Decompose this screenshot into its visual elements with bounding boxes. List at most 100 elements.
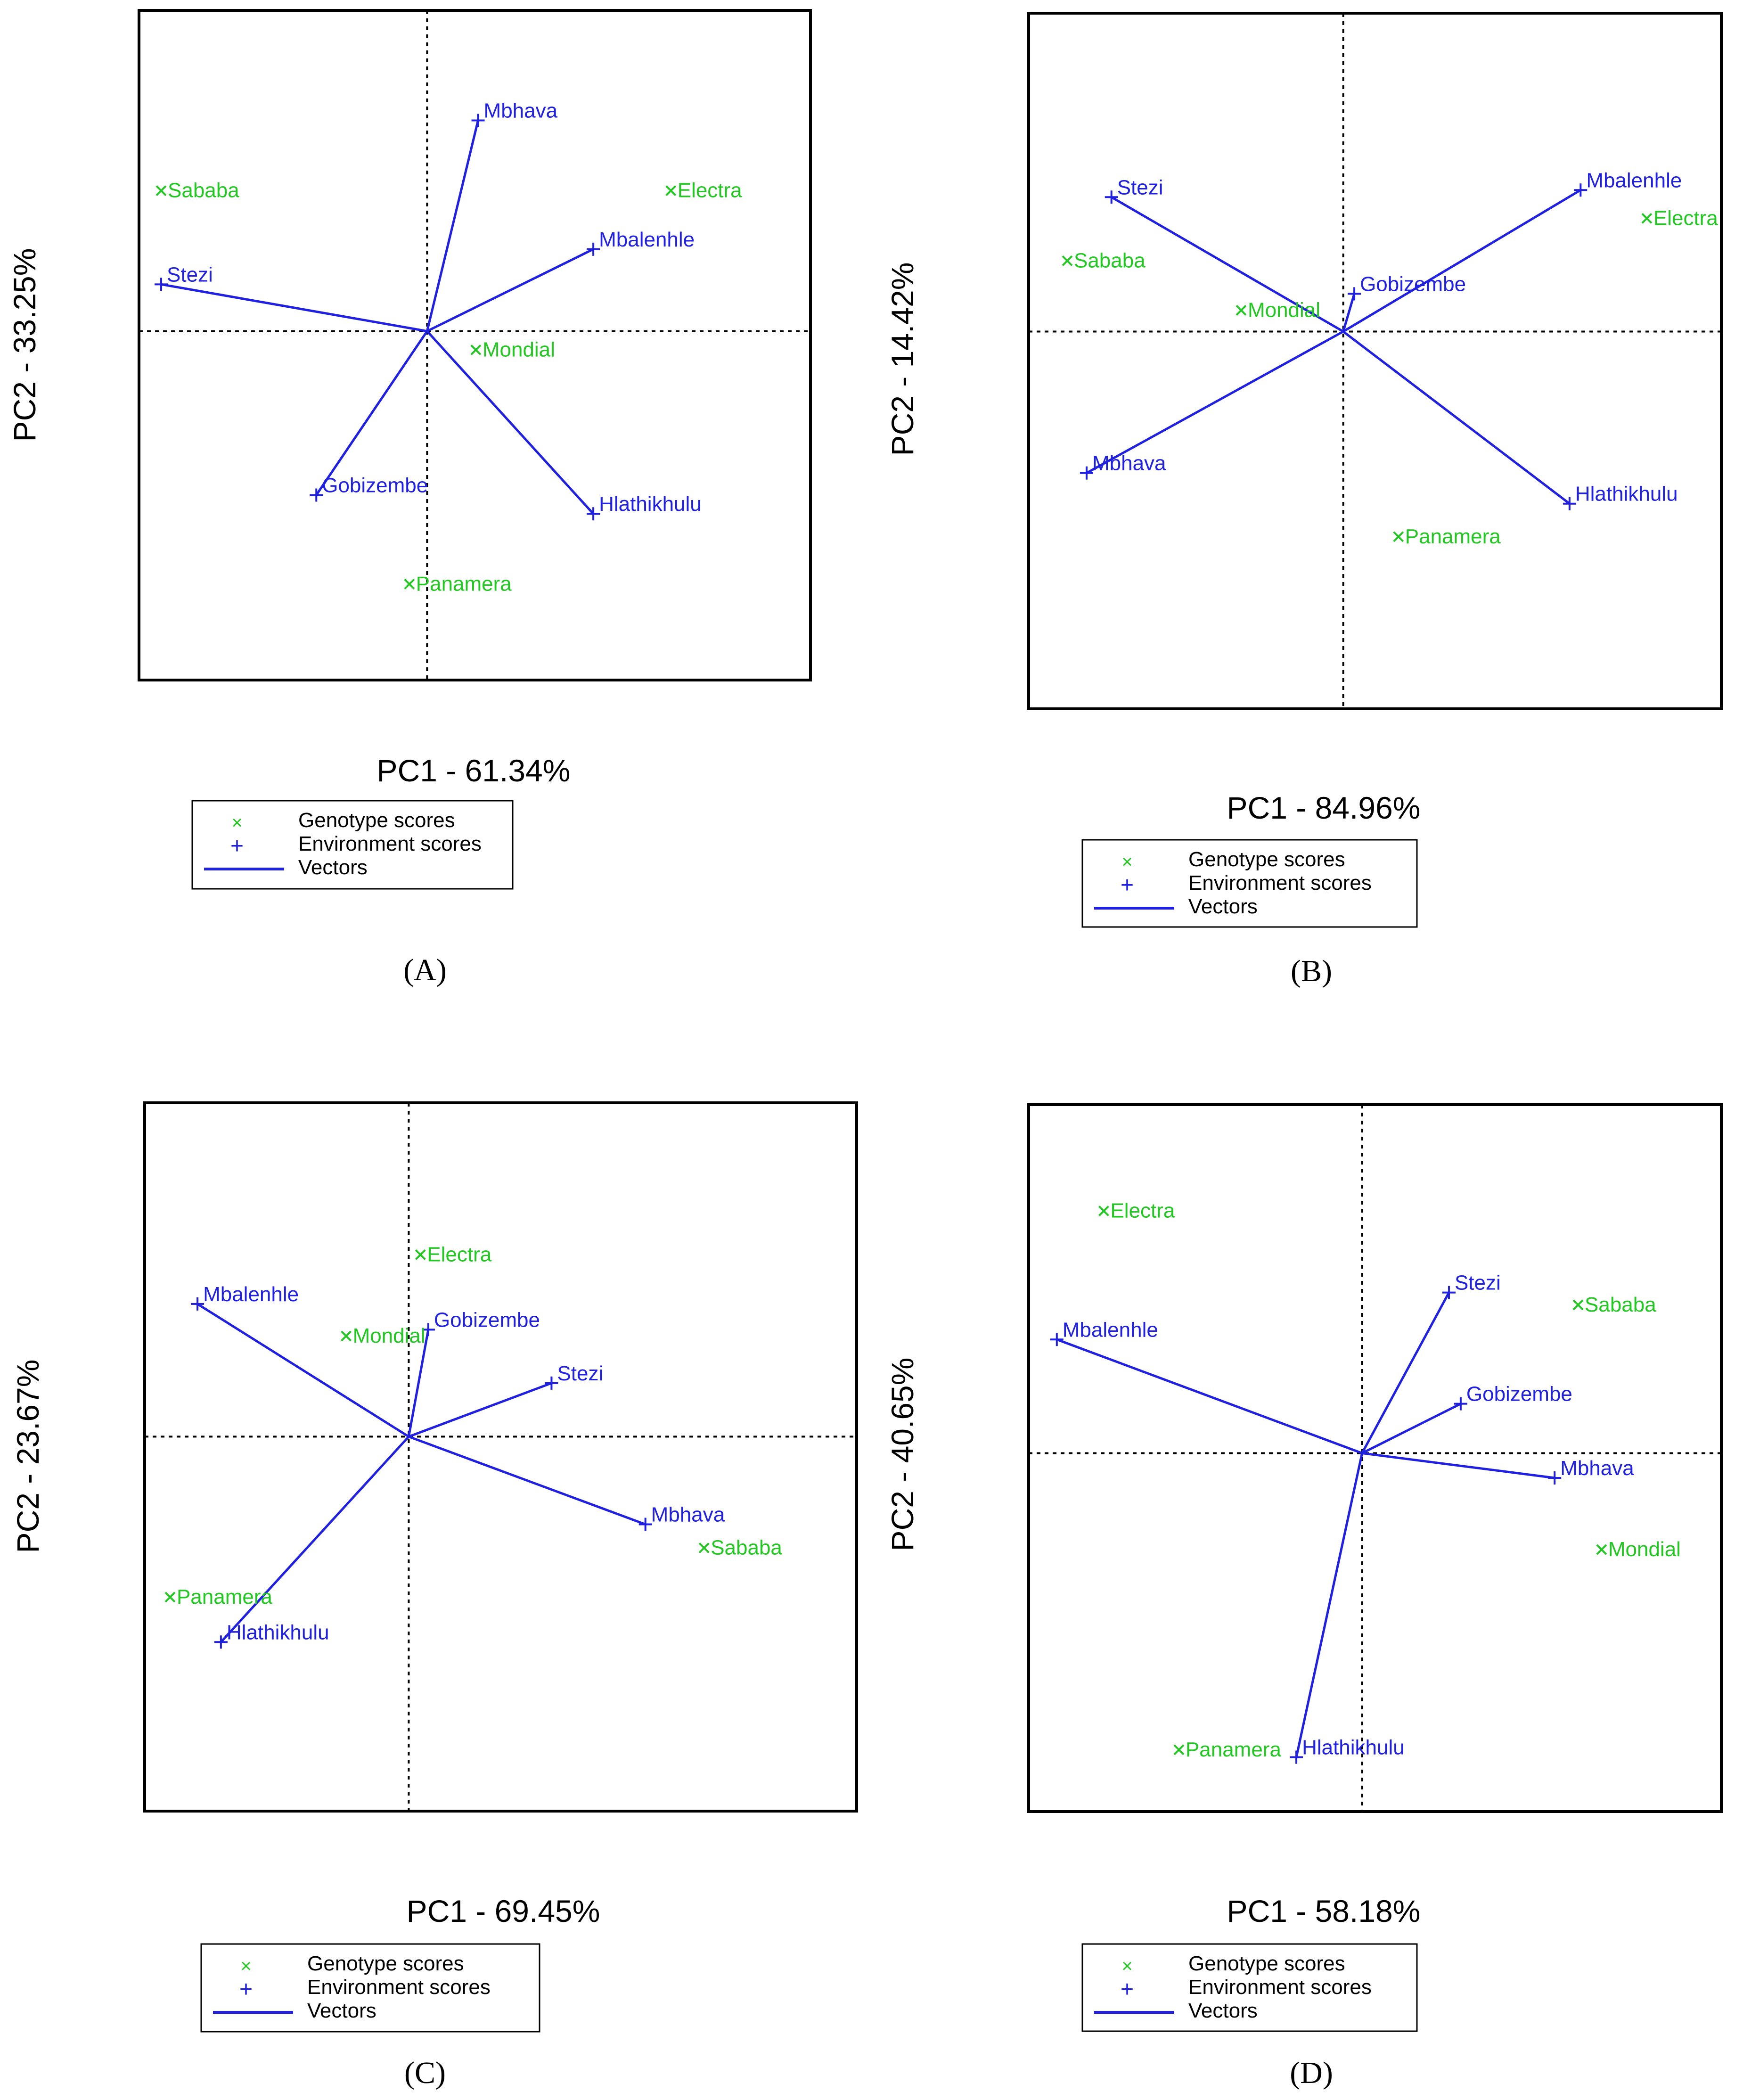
legend-box — [191, 800, 514, 890]
legend-genotype-symbol: × — [231, 812, 242, 833]
legend-vectors-text: Vectors — [1188, 895, 1258, 918]
environment-label: Hlathikhulu — [1575, 483, 1678, 506]
legend-vectors-text: Vectors — [307, 1999, 376, 2022]
environment-point-mbalenhle — [1574, 183, 1588, 197]
genotype-point-electra — [1641, 213, 1653, 224]
panel-c: Mbalenhle Gobizembe Stezi Mbhava Hlathikhulu… — [10, 1101, 858, 2090]
environment-label: Mbhava — [651, 1503, 725, 1526]
environment-point-stezi — [1105, 190, 1118, 204]
environment-point-mbhava — [1080, 466, 1093, 480]
legend-environment-text: Environment scores — [1188, 1976, 1372, 1999]
environment-point-gobizembe — [421, 1323, 435, 1337]
environment-point-mbalenhle — [587, 242, 600, 256]
genotype-label: Panamera — [1405, 525, 1501, 548]
legend-environment-symbol: + — [1121, 1977, 1134, 2002]
genotype-point-mondial — [341, 1330, 352, 1342]
environment-point-stezi — [545, 1376, 558, 1390]
vector-hlathikhulu — [426, 330, 594, 515]
panel-label: (A) — [403, 953, 447, 987]
environment-point-gobizembe — [310, 488, 323, 502]
y-axis-title: PC2 - 23.67% — [10, 1360, 45, 1553]
y-axis-title: PC2 - 40.65% — [885, 1358, 920, 1551]
vector-mbalenhle — [1342, 189, 1581, 333]
panel-label: (C) — [404, 2056, 446, 2090]
legend: × Genotype scores + Environment scoresVecto… — [200, 1943, 540, 2033]
genotype-point-sababa — [155, 185, 167, 196]
legend: × Genotype scores + Environment scoresVecto… — [1081, 1943, 1418, 2032]
environment-label: Mbhava — [1092, 452, 1166, 475]
genotype-point-panamera — [404, 578, 415, 590]
genotype-label: Electra — [427, 1243, 491, 1266]
environment-label: Stezi — [1455, 1271, 1501, 1295]
environment-point-stezi — [1442, 1286, 1456, 1299]
legend-box — [1081, 839, 1418, 928]
environment-label: Gobizembe — [434, 1308, 540, 1331]
environment-label: Mbalenhle — [203, 1283, 299, 1306]
genotype-point-electra — [665, 185, 677, 196]
environment-label: Mbalenhle — [1586, 169, 1682, 192]
legend-environment-text: Environment scores — [1188, 871, 1372, 894]
genotype-label: Electra — [678, 179, 742, 202]
vector-mbalenhle — [196, 1303, 409, 1438]
environment-point-hlathikhulu — [1290, 1750, 1303, 1764]
plot-frame — [1027, 1103, 1723, 1813]
vector-gobizembe — [315, 330, 428, 496]
plot-frame — [138, 9, 812, 681]
panel-label: (B) — [1291, 954, 1332, 988]
genotype-label: Sababa — [1585, 1293, 1656, 1316]
environment-label: Mbalenhle — [1063, 1318, 1158, 1341]
genotype-label: Sababa — [168, 179, 239, 202]
x-axis-title: PC1 - 69.45% — [407, 1894, 600, 1928]
vector-stezi — [161, 283, 427, 333]
genotype-point-panamera — [164, 1591, 176, 1603]
genotype-point-sababa — [1572, 1299, 1584, 1311]
genotype-label: Electra — [1110, 1199, 1175, 1222]
genotype-label: Panamera — [416, 572, 512, 595]
genotype-point-sababa — [1062, 255, 1073, 266]
vector-hlathikhulu — [1295, 1452, 1364, 1758]
legend-environment-symbol: + — [230, 834, 244, 859]
genotype-label: Panamera — [1186, 1738, 1282, 1761]
environment-label: Hlathikhulu — [599, 492, 702, 516]
environment-point-mbalenhle — [1050, 1333, 1064, 1346]
environment-point-hlathikhulu — [1563, 497, 1576, 510]
genotype-label: Mondial — [483, 338, 555, 361]
vector-mbhava — [408, 1436, 646, 1526]
legend-genotype-text: Genotype scores — [307, 1952, 464, 1975]
environment-point-hlathikhulu — [587, 507, 600, 521]
vector-hlathikhulu — [1342, 330, 1571, 505]
environment-label: Gobizembe — [322, 474, 428, 497]
y-axis-title: PC2 - 33.25% — [7, 248, 42, 442]
environment-point-hlathikhulu — [214, 1635, 228, 1649]
vector-hlathikhulu — [220, 1436, 410, 1643]
genotype-label: Sababa — [711, 1536, 782, 1559]
legend-genotype-symbol: × — [1121, 1956, 1132, 1977]
environment-label: Mbhava — [484, 99, 558, 123]
legend-genotype-text: Genotype scores — [1188, 848, 1345, 871]
panel-a: Mbhava Mbalenhle Stezi Gobizembe Hlathikhulu… — [7, 9, 812, 987]
genotype-point-electra — [1098, 1206, 1109, 1216]
genotype-label: Mondial — [1608, 1538, 1681, 1561]
environment-label: Hlathikhulu — [227, 1621, 329, 1644]
environment-label: Mbalenhle — [599, 228, 695, 251]
panel-d: Stezi Mbalenhle Gobizembe Mbhava Hlathikhulu… — [885, 1103, 1723, 2090]
vector-gobizembe — [407, 1329, 430, 1437]
environment-point-mbhava — [638, 1518, 652, 1531]
plot-frame — [143, 1101, 858, 1813]
legend-environment-text: Environment scores — [307, 1976, 491, 1999]
plot-frame — [1027, 12, 1723, 710]
x-axis-title: PC1 - 84.96% — [1227, 790, 1421, 825]
environment-label: Stezi — [167, 263, 213, 286]
environment-label: Stezi — [557, 1362, 603, 1385]
vector-gobizembe — [1361, 1403, 1462, 1454]
genotype-point-electra — [415, 1249, 426, 1260]
environment-label: Stezi — [1117, 176, 1163, 199]
environment-point-mbhava — [1548, 1471, 1562, 1485]
genotype-label: Sababa — [1074, 249, 1146, 272]
environment-point-mbalenhle — [191, 1297, 205, 1311]
environment-point-stezi — [155, 278, 168, 291]
legend: × Genotype scores + Environment scoresVecto… — [191, 800, 514, 890]
legend-genotype-text: Genotype scores — [1188, 1952, 1345, 1975]
genotype-point-panamera — [1393, 531, 1404, 542]
